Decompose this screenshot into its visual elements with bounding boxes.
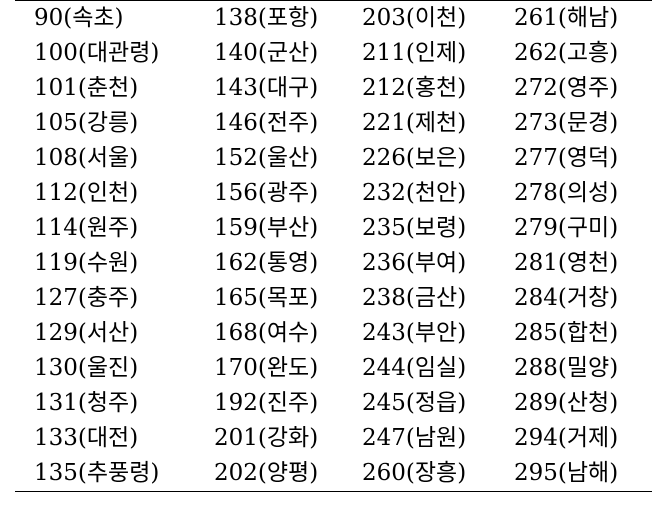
station-cell: 284(거창) xyxy=(514,285,619,311)
table-row: 100(대관령) 140(군산) 211(인제) 262(고흥) xyxy=(15,36,652,71)
station-cell: 245(정읍) xyxy=(362,390,467,416)
table-row: 133(대전) 201(강화) 247(남원) 294(거제) xyxy=(15,421,652,456)
station-cell: 100(대관령) xyxy=(34,40,160,66)
station-cell: 140(군산) xyxy=(214,40,319,66)
table-row: 90(속초) 138(포항) 203(이천) 261(해남) xyxy=(15,0,652,36)
station-cell: 232(천안) xyxy=(362,180,467,206)
station-cell: 281(영천) xyxy=(514,250,619,276)
station-cell: 289(산청) xyxy=(514,390,619,416)
station-cell: 152(울산) xyxy=(214,145,319,171)
station-cell: 162(통영) xyxy=(214,250,319,276)
station-cell: 201(강화) xyxy=(214,425,319,451)
station-cell: 105(강릉) xyxy=(34,110,139,136)
station-cell: 138(포항) xyxy=(206,0,356,36)
station-cell: 260(장흥) xyxy=(356,456,508,492)
station-cell: 101(춘천) xyxy=(34,75,139,101)
station-cell: 236(부여) xyxy=(362,250,467,276)
station-cell: 108(서울) xyxy=(34,145,139,171)
station-cell: 119(수원) xyxy=(34,250,139,276)
station-cell: 295(남해) xyxy=(508,456,652,492)
station-cell: 211(인제) xyxy=(362,40,467,66)
station-cell: 279(구미) xyxy=(514,215,619,241)
station-cell: 273(문경) xyxy=(514,110,619,136)
station-cell: 238(금산) xyxy=(362,285,467,311)
station-cell: 288(밀양) xyxy=(514,355,619,381)
station-cell: 112(인천) xyxy=(34,180,139,206)
station-cell: 129(서산) xyxy=(34,320,139,346)
table-row: 130(울진) 170(완도) 244(임실) 288(밀양) xyxy=(15,351,652,386)
station-cell: 127(충주) xyxy=(34,285,139,311)
station-cell: 212(홍천) xyxy=(362,75,467,101)
station-cell: 156(광주) xyxy=(214,180,319,206)
station-table-body: 90(속초) 138(포항) 203(이천) 261(해남) 100(대관령) 140(군… xyxy=(15,0,652,492)
station-cell: 244(임실) xyxy=(362,355,467,381)
station-cell: 277(영덕) xyxy=(514,145,619,171)
station-cell: 278(의성) xyxy=(514,180,619,206)
station-cell: 261(해남) xyxy=(508,0,652,36)
station-cell: 133(대전) xyxy=(34,425,139,451)
table-row: 108(서울) 152(울산) 226(보은) 277(영덕) xyxy=(15,141,652,176)
station-cell: 247(남원) xyxy=(362,425,467,451)
station-cell: 262(고흥) xyxy=(514,40,619,66)
station-cell: 192(진주) xyxy=(214,390,319,416)
station-cell: 168(여수) xyxy=(214,320,319,346)
station-cell: 272(영주) xyxy=(514,75,619,101)
station-cell: 130(울진) xyxy=(34,355,139,381)
station-table: 90(속초) 138(포항) 203(이천) 261(해남) 100(대관령) 140(군… xyxy=(15,0,652,492)
table-row: 112(인천) 156(광주) 232(천안) 278(의성) xyxy=(15,176,652,211)
station-cell: 202(양평) xyxy=(206,456,356,492)
table-row: 131(청주) 192(진주) 245(정읍) 289(산청) xyxy=(15,386,652,421)
station-cell: 226(보은) xyxy=(362,145,467,171)
station-cell: 221(제천) xyxy=(362,110,467,136)
station-cell: 235(보령) xyxy=(362,215,467,241)
table-row: 105(강릉) 146(전주) 221(제천) 273(문경) xyxy=(15,106,652,141)
station-cell: 165(목포) xyxy=(214,285,319,311)
table-row: 135(추풍령) 202(양평) 260(장흥) 295(남해) xyxy=(15,456,652,492)
table-row: 119(수원) 162(통영) 236(부여) 281(영천) xyxy=(15,246,652,281)
station-cell: 170(완도) xyxy=(214,355,319,381)
station-cell: 243(부안) xyxy=(362,320,467,346)
station-cell: 159(부산) xyxy=(214,215,319,241)
station-cell: 203(이천) xyxy=(356,0,508,36)
station-cell: 294(거제) xyxy=(514,425,619,451)
station-cell: 143(대구) xyxy=(214,75,319,101)
station-cell: 135(추풍령) xyxy=(15,456,206,492)
station-cell: 285(합천) xyxy=(514,320,619,346)
table-row: 101(춘천) 143(대구) 212(홍천) 272(영주) xyxy=(15,71,652,106)
table-row: 114(원주) 159(부산) 235(보령) 279(구미) xyxy=(15,211,652,246)
station-cell: 114(원주) xyxy=(34,215,139,241)
station-cell: 131(청주) xyxy=(34,390,139,416)
table-row: 127(충주) 165(목포) 238(금산) 284(거창) xyxy=(15,281,652,316)
station-cell: 146(전주) xyxy=(214,110,319,136)
table-row: 129(서산) 168(여수) 243(부안) 285(합천) xyxy=(15,316,652,351)
station-cell: 90(속초) xyxy=(15,0,206,36)
